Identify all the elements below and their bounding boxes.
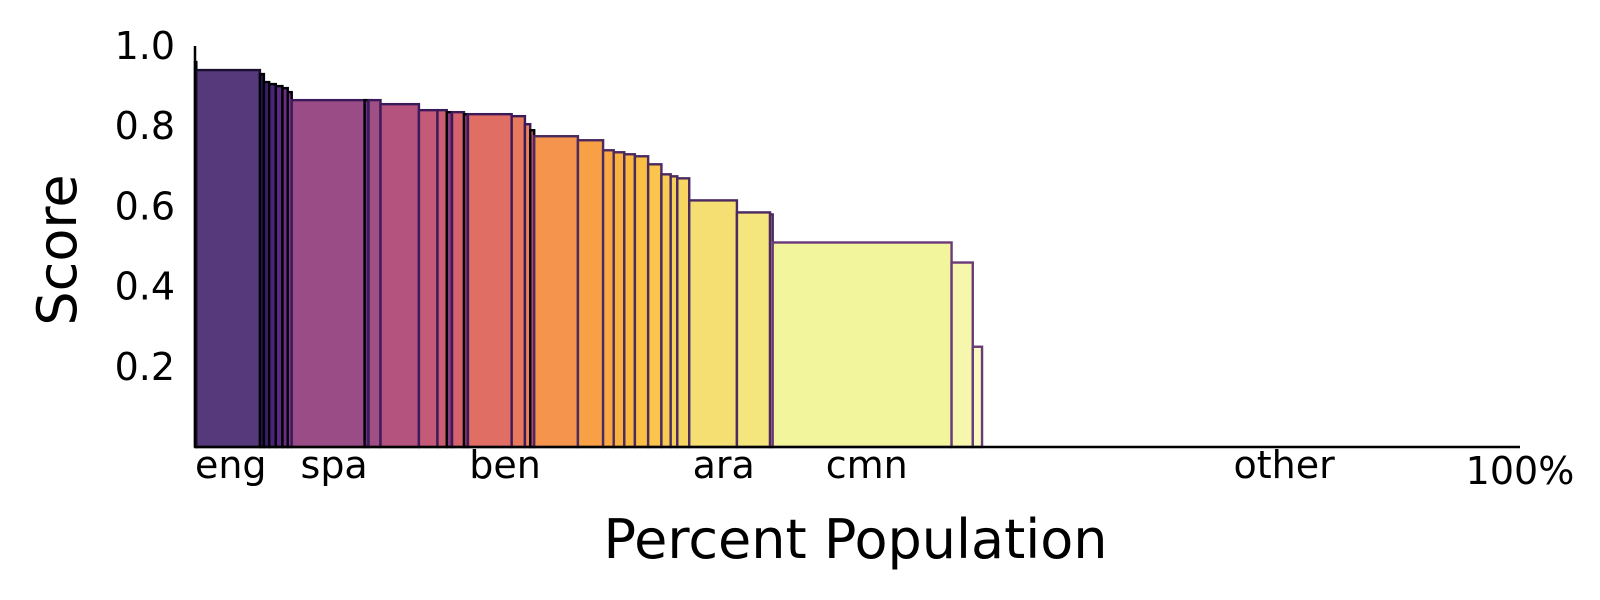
bar-18: [510, 114, 527, 449]
y-tick-label: 0.6: [115, 184, 175, 228]
y-tick-label: 0.4: [115, 265, 175, 309]
bar-27: [646, 163, 663, 449]
bar-35: [950, 261, 974, 449]
x-axis-title: Percent Population: [603, 508, 1107, 571]
x-tick-end-label: 100%: [1466, 449, 1575, 493]
bar-21: [533, 135, 580, 449]
bar-24: [612, 151, 626, 449]
bar-36: [971, 345, 984, 449]
bar-10: [367, 98, 382, 449]
bar-25: [623, 153, 637, 449]
bar-12: [417, 108, 439, 449]
bar-31: [688, 199, 739, 449]
x-category-label-cmn: cmn: [826, 443, 908, 487]
bar-28: [660, 173, 672, 449]
bar-32: [735, 211, 772, 449]
bar-11: [379, 102, 421, 449]
bar-8: [290, 98, 366, 449]
bar-13: [436, 108, 448, 449]
axes-group: [193, 46, 1520, 449]
bar-1: [195, 68, 262, 449]
x-category-labels: eng spa ben ara cmn other: [195, 443, 1335, 487]
bar-22: [576, 139, 605, 449]
x-category-label-ben: ben: [469, 443, 541, 487]
y-tick-labels: 0.2 0.4 0.6 0.8 1.0: [115, 24, 175, 389]
bar-15: [450, 110, 466, 449]
bar-26: [633, 155, 650, 449]
bar-23: [601, 149, 615, 449]
x-category-label-other: other: [1234, 443, 1336, 487]
bars-group: [193, 60, 984, 449]
bar-34: [771, 241, 953, 449]
x-category-label-eng: eng: [195, 443, 267, 487]
bar-30: [676, 177, 691, 449]
y-tick-label: 1.0: [115, 24, 175, 68]
bar-17: [466, 112, 513, 449]
y-axis-title: Score: [26, 174, 89, 325]
y-tick-label: 0.2: [115, 345, 175, 389]
y-tick-label: 0.8: [115, 104, 175, 148]
x-category-label-ara: ara: [693, 443, 755, 487]
x-category-label-spa: spa: [301, 443, 368, 487]
